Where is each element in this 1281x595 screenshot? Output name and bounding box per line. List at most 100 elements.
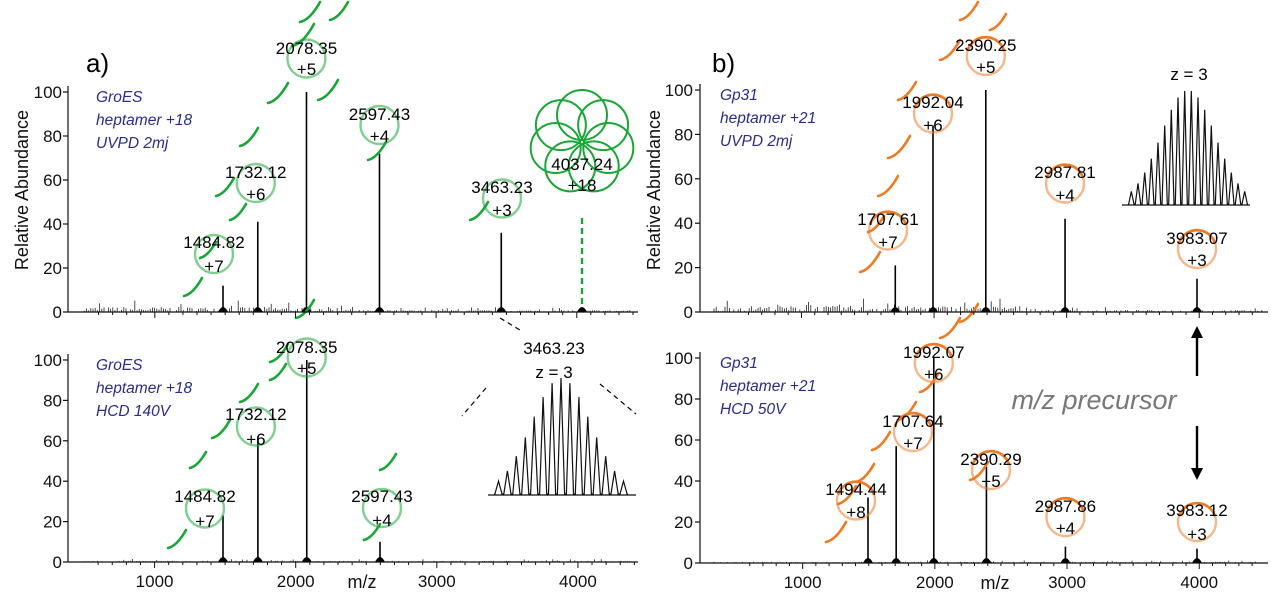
y-tick-label: 0: [53, 303, 62, 322]
peak-mz-label: 1484.82: [174, 487, 235, 506]
subunit-arc-icon: [896, 400, 918, 422]
peak-base: [496, 307, 507, 312]
y-tick-label: 0: [684, 554, 693, 573]
subunit-arc-icon: [366, 140, 388, 162]
condition-line: HCD 50V: [720, 401, 787, 418]
y-tick-label: 80: [674, 125, 693, 144]
peak-charge-label: +5: [297, 359, 316, 378]
heptamer-ring-icon: [582, 122, 635, 175]
subunit-arc-icon: [854, 462, 876, 484]
peak-base: [863, 558, 873, 563]
condition-line: heptamer +21: [720, 378, 816, 395]
peak-mz-label: 1484.82: [183, 233, 244, 252]
peak-base: [375, 557, 385, 562]
condition-line: heptamer +18: [96, 380, 192, 397]
peak-base: [928, 307, 938, 312]
peak-base: [218, 307, 228, 312]
heptamer-ring-icon: [529, 122, 582, 175]
peak-mz-label: 2078.35: [276, 338, 337, 357]
peak-charge-label: +6: [924, 365, 943, 384]
subunit-ring-icon: [184, 488, 226, 529]
y-axis-label: Relative Abundance: [644, 110, 664, 270]
peak-charge-label: +7: [903, 434, 922, 453]
peak-charge-label: +7: [204, 257, 223, 276]
peak-charge-label: +7: [195, 512, 214, 531]
subunit-arc-icon: [1046, 496, 1085, 512]
condition-line: UVPD 2mj: [720, 133, 793, 150]
peak-charge-label: +8: [846, 503, 865, 522]
subunit-arc-icon: [182, 276, 204, 298]
peak-mz-label: 2597.43: [351, 487, 412, 506]
heptamer-ring-icon: [544, 140, 597, 193]
x-tick-label: 1000: [136, 572, 174, 591]
subunit-arc-icon: [971, 449, 1011, 465]
x-axis-label: m/z: [348, 572, 377, 592]
panel-label: a): [86, 48, 109, 78]
subunit-arc-icon: [896, 80, 918, 102]
y-tick-label: 0: [53, 553, 62, 572]
subunit-arc-icon: [198, 240, 218, 260]
heptamer-ring-icon: [534, 99, 587, 152]
peak-mz-label: 3463.23: [471, 178, 532, 197]
subunit-arc-icon: [876, 174, 900, 198]
subunit-ring-icon: [235, 162, 276, 204]
peak-charge-label: +4: [1056, 519, 1075, 538]
peak-charge-label: +6: [246, 430, 265, 449]
inset-charge-label: z = 3: [535, 363, 572, 382]
subunit-arc-icon: [1177, 228, 1217, 244]
x-axis-label: m/z: [981, 573, 1010, 593]
y-axis-label: Relative Abundance: [12, 110, 32, 270]
y-tick-label: 80: [43, 391, 62, 410]
baseline-noise: [83, 300, 631, 312]
subunit-arc-icon: [210, 418, 232, 440]
arrow-down-icon: [1191, 468, 1203, 480]
peak-base: [891, 558, 902, 563]
subunit-arc-icon: [166, 528, 188, 550]
peak-charge-label: +4: [372, 511, 391, 530]
subunit-ring-icon: [481, 178, 523, 219]
peak-charge-label: +3: [492, 201, 511, 220]
y-tick-label: 40: [43, 215, 62, 234]
subunit-arc-icon: [362, 522, 382, 542]
x-tick-label: 4000: [559, 572, 597, 591]
subunit-arc-icon: [298, 0, 322, 24]
subunit-arc-icon: [938, 316, 962, 340]
peak-mz-label: 2987.86: [1035, 497, 1096, 516]
subunit-arc-icon: [893, 411, 933, 427]
peak-charge-label: +5: [297, 60, 316, 79]
arrow-up-icon: [1191, 326, 1203, 338]
mz-precursor-label: m/z precursor: [1011, 385, 1177, 415]
subunit-arc-icon: [228, 202, 248, 222]
peak-charge-label: +4: [1055, 186, 1074, 205]
condition-line: heptamer +21: [720, 110, 816, 127]
peak-base: [928, 558, 939, 563]
y-tick-label: 20: [43, 259, 62, 278]
subunit-ring-icon: [286, 38, 327, 79]
inset-charge-label: z = 3: [1170, 65, 1207, 84]
subunit-arc-icon: [914, 342, 954, 358]
subunit-arc-icon: [824, 520, 848, 544]
x-tick-label: 3000: [418, 572, 456, 591]
subunit-arc-icon: [866, 214, 886, 234]
y-tick-label: 100: [34, 351, 62, 370]
y-tick-label: 40: [674, 472, 693, 491]
inset-mz-label: 3463.23: [523, 339, 584, 358]
structure-annotations: [166, 0, 1250, 550]
subunit-arc-icon: [886, 134, 912, 160]
subunit-arc-icon: [1177, 501, 1217, 517]
y-tick-label: 20: [43, 513, 62, 532]
peak-mz-label: 1494.44: [825, 480, 886, 499]
peak-mz-label: 3983.07: [1166, 229, 1227, 248]
zoom-line: [599, 383, 637, 415]
y-tick-label: 100: [665, 349, 693, 368]
subunit-arc-icon: [266, 81, 290, 105]
subunit-arc-icon: [870, 430, 892, 452]
peak-mz-label: 1992.04: [902, 93, 963, 112]
y-tick-label: 40: [674, 214, 693, 233]
x-tick-label: 2000: [916, 573, 954, 592]
subunit-arc-icon: [1045, 163, 1085, 179]
spectra-layer: [83, 90, 1263, 563]
spectrum-b-top: [713, 90, 1263, 312]
condition-line: Gp31: [720, 355, 758, 372]
subunit-arc-icon: [913, 93, 953, 109]
